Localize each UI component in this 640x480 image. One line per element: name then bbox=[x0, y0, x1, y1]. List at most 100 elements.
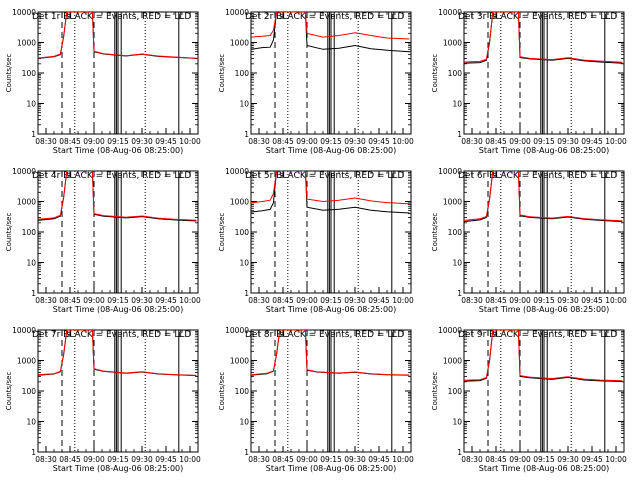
x-tick-label: 09:30 bbox=[557, 296, 579, 305]
panel-title: Det 8r BLACK = Events, RED = LLD bbox=[245, 330, 404, 340]
y-tick-label: 1000 bbox=[230, 198, 249, 207]
y-axis-label: Counts/sec bbox=[218, 372, 226, 411]
x-tick-label: 09:45 bbox=[368, 296, 390, 305]
x-axis-label: Start Time (08-Aug-06 08:25:00) bbox=[266, 464, 397, 473]
x-tick-label: 10:00 bbox=[179, 455, 201, 464]
series-line-events bbox=[251, 12, 410, 53]
x-tick-label: 08:45 bbox=[272, 137, 294, 146]
x-tick-label: 09:15 bbox=[533, 296, 555, 305]
event-marker: L bbox=[178, 331, 182, 339]
x-tick-label: 09:00 bbox=[509, 137, 531, 146]
y-tick-label: 10 bbox=[239, 418, 249, 427]
event-marker: L bbox=[178, 172, 182, 180]
y-tick-label: 10 bbox=[452, 418, 462, 427]
event-marker: L bbox=[391, 172, 395, 180]
x-tick-label: 08:45 bbox=[485, 137, 507, 146]
x-tick-label: 09:00 bbox=[509, 455, 531, 464]
y-tick-label: 1 bbox=[244, 289, 249, 298]
event-marker: L bbox=[391, 13, 395, 21]
y-tick-label: 1 bbox=[457, 448, 462, 457]
series-line-lld bbox=[251, 12, 410, 40]
x-tick-label: 08:30 bbox=[461, 455, 483, 464]
x-tick-label: 08:30 bbox=[461, 296, 483, 305]
event-marker: S bbox=[66, 172, 71, 180]
x-tick-label: 09:30 bbox=[131, 137, 153, 146]
y-axis-label: Counts/sec bbox=[5, 54, 13, 93]
x-tick-label: 08:45 bbox=[485, 455, 507, 464]
x-tick-label: 09:15 bbox=[533, 137, 555, 146]
x-axis-label: Start Time (08-Aug-06 08:25:00) bbox=[53, 305, 184, 314]
y-tick-label: 1000 bbox=[230, 39, 249, 48]
y-tick-label: 1 bbox=[31, 289, 36, 298]
x-tick-label: 10:00 bbox=[605, 296, 627, 305]
event-marker: L bbox=[604, 13, 608, 21]
detector-panel: Det 7r BLACK = Events, RED = LLD 1 10 100 10… bbox=[5, 326, 201, 473]
event-marker: L bbox=[178, 13, 182, 21]
detector-panel: Det 9r BLACK = Events, RED = LLD 1 10 100 10… bbox=[431, 326, 627, 473]
detector-panel: Det 3r BLACK = Events, RED = LLD 1 10 100 10… bbox=[431, 8, 627, 155]
y-tick-label: 1 bbox=[244, 448, 249, 457]
event-marker: L bbox=[604, 331, 608, 339]
series-line-lld bbox=[464, 330, 623, 382]
x-tick-label: 09:30 bbox=[557, 137, 579, 146]
x-tick-label: 09:45 bbox=[581, 455, 603, 464]
x-tick-label: 08:45 bbox=[59, 455, 81, 464]
x-axis-label: Start Time (08-Aug-06 08:25:00) bbox=[53, 464, 184, 473]
x-tick-label: 09:00 bbox=[296, 137, 318, 146]
x-tick-label: 09:30 bbox=[131, 455, 153, 464]
y-tick-label: 1000 bbox=[443, 39, 462, 48]
x-tick-label: 09:30 bbox=[344, 137, 366, 146]
x-axis-label: Start Time (08-Aug-06 08:25:00) bbox=[479, 464, 610, 473]
x-axis-label: Start Time (08-Aug-06 08:25:00) bbox=[266, 305, 397, 314]
y-tick-label: 1 bbox=[31, 448, 36, 457]
y-tick-label: 10 bbox=[26, 100, 36, 109]
y-tick-label: 100 bbox=[235, 387, 250, 396]
series-line-lld bbox=[38, 330, 197, 376]
x-tick-label: 09:30 bbox=[344, 296, 366, 305]
y-axis-label: Counts/sec bbox=[5, 372, 13, 411]
y-tick-label: 10000 bbox=[12, 8, 36, 17]
x-tick-label: 09:00 bbox=[296, 296, 318, 305]
series-line-events bbox=[251, 171, 410, 214]
x-tick-label: 10:00 bbox=[179, 137, 201, 146]
x-tick-label: 09:00 bbox=[83, 296, 105, 305]
y-tick-label: 10 bbox=[26, 259, 36, 268]
y-tick-label: 100 bbox=[235, 69, 250, 78]
x-tick-label: 10:00 bbox=[605, 137, 627, 146]
y-tick-label: 10000 bbox=[225, 167, 249, 176]
y-tick-label: 10000 bbox=[438, 326, 462, 335]
x-tick-label: 08:45 bbox=[272, 455, 294, 464]
y-tick-label: 10 bbox=[452, 100, 462, 109]
panel-title: Det 3r BLACK = Events, RED = LLD bbox=[458, 12, 617, 22]
series-line-lld bbox=[464, 171, 623, 222]
detector-panel: Det 4r BLACK = Events, RED = LLD 1 10 100 10… bbox=[5, 167, 201, 314]
y-tick-label: 1000 bbox=[230, 357, 249, 366]
y-tick-label: 1000 bbox=[17, 39, 36, 48]
event-marker: S bbox=[66, 13, 71, 21]
y-tick-label: 10000 bbox=[225, 326, 249, 335]
detector-panel: Det 5r BLACK = Events, RED = LLD 1 10 100 10… bbox=[218, 167, 414, 314]
x-tick-label: 08:30 bbox=[461, 137, 483, 146]
y-tick-label: 100 bbox=[448, 69, 463, 78]
y-tick-label: 10 bbox=[26, 418, 36, 427]
x-tick-label: 08:45 bbox=[272, 296, 294, 305]
x-tick-label: 09:45 bbox=[155, 137, 177, 146]
x-axis-label: Start Time (08-Aug-06 08:25:00) bbox=[266, 146, 397, 155]
y-tick-label: 100 bbox=[235, 228, 250, 237]
event-marker: S bbox=[492, 13, 497, 21]
x-tick-label: 09:15 bbox=[320, 137, 342, 146]
y-tick-label: 1 bbox=[244, 130, 249, 139]
panel-title: Det 7r BLACK = Events, RED = LLD bbox=[32, 330, 191, 340]
x-tick-label: 09:00 bbox=[296, 455, 318, 464]
x-tick-label: 08:30 bbox=[248, 455, 270, 464]
event-marker: S bbox=[279, 13, 284, 21]
event-marker: S bbox=[279, 331, 284, 339]
x-tick-label: 08:45 bbox=[59, 296, 81, 305]
detector-panel: Det 8r BLACK = Events, RED = LLD 1 10 100 10… bbox=[218, 326, 414, 473]
panel-title: Det 9r BLACK = Events, RED = LLD bbox=[458, 330, 617, 340]
y-tick-label: 1000 bbox=[17, 357, 36, 366]
x-tick-label: 09:30 bbox=[131, 296, 153, 305]
panel-title: Det 5r BLACK = Events, RED = LLD bbox=[245, 171, 404, 181]
y-tick-label: 10000 bbox=[438, 167, 462, 176]
x-tick-label: 09:30 bbox=[344, 455, 366, 464]
